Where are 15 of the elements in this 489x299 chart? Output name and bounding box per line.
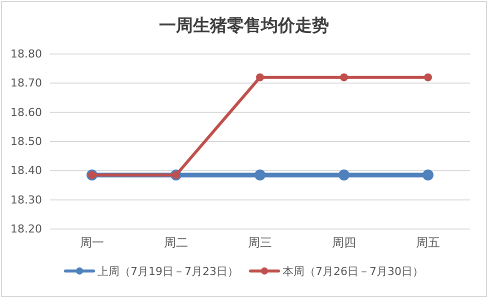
y-tick-label: 18.60 xyxy=(10,106,42,119)
x-tick-label: 周一 xyxy=(80,236,104,250)
y-tick-label: 18.20 xyxy=(10,222,42,236)
y-tick-label: 18.40 xyxy=(10,164,42,178)
y-tick-label: 18.80 xyxy=(10,48,42,61)
y-tick-label: 18.50 xyxy=(10,135,42,148)
y-tick-label: 18.30 xyxy=(10,193,42,206)
x-tick-label: 周四 xyxy=(332,236,356,250)
x-tick-label: 周五 xyxy=(416,236,440,250)
legend-label: 上周（7月19日－7月23日） xyxy=(98,265,238,278)
legend-label: 本周（7月26日－7月30日） xyxy=(282,265,424,278)
x-tick-label: 周二 xyxy=(164,236,188,250)
chart-title: 一周生猪零售均价走势 xyxy=(159,16,329,36)
y-tick-label: 18.70 xyxy=(10,76,42,90)
x-tick-label: 周三 xyxy=(248,236,272,250)
